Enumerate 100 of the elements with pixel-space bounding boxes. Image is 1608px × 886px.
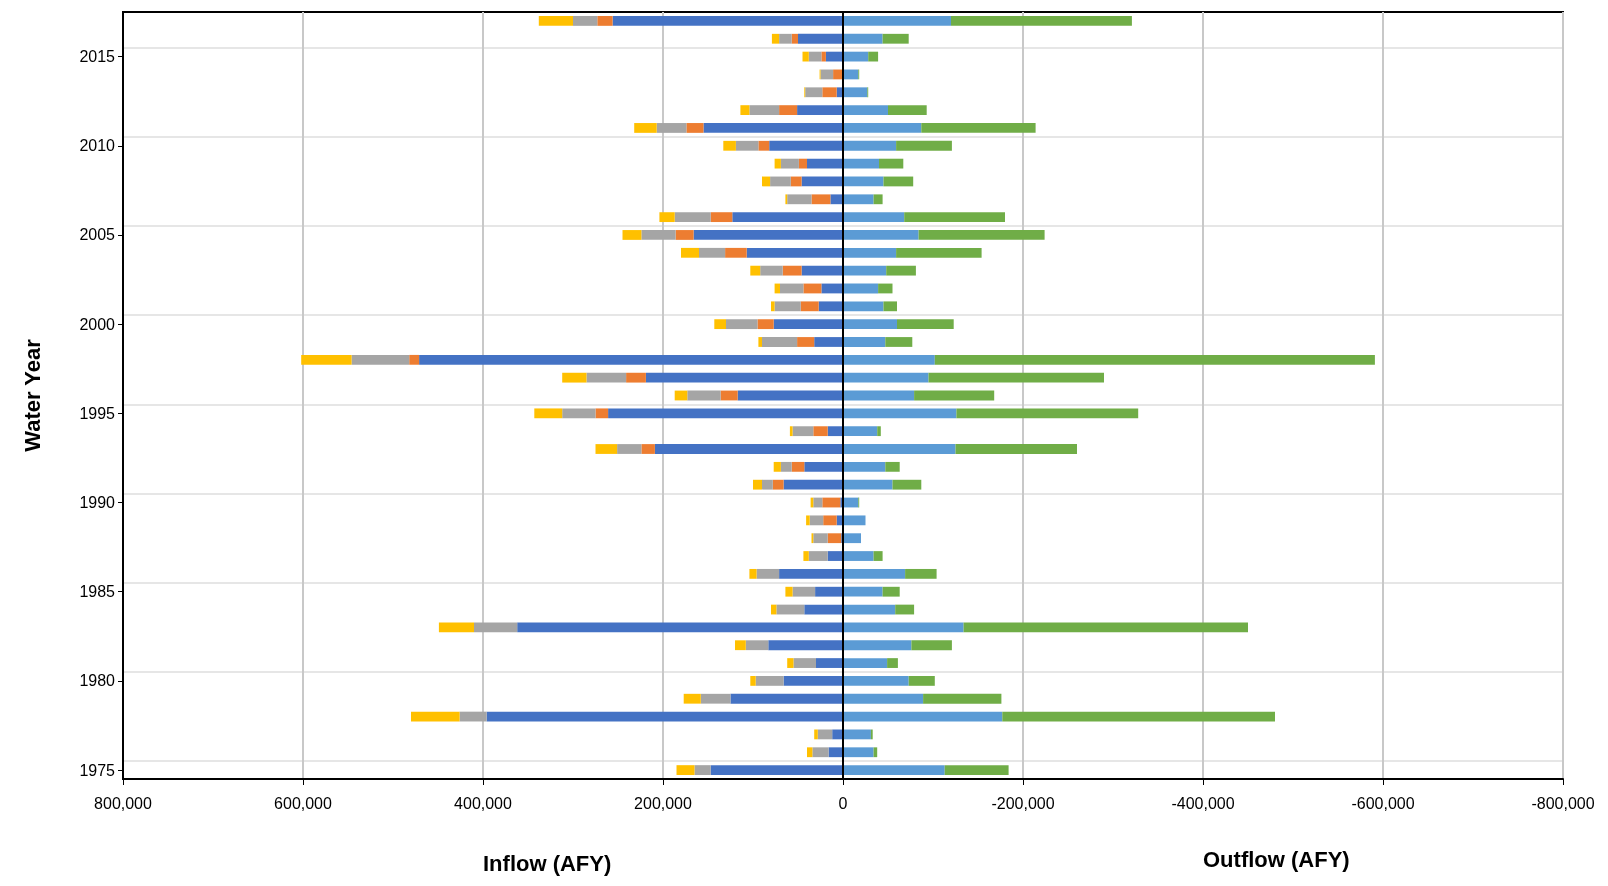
- bar: [843, 176, 884, 187]
- bar: [843, 354, 935, 365]
- bar: [918, 230, 1045, 240]
- bar: [828, 747, 843, 758]
- bar: [703, 123, 843, 133]
- bar: [714, 319, 726, 330]
- bar: [804, 461, 843, 472]
- bar: [474, 622, 518, 633]
- bar: [740, 105, 750, 116]
- bar: [812, 747, 829, 758]
- bar: [804, 604, 843, 615]
- bar: [908, 675, 935, 686]
- bar: [725, 247, 747, 258]
- bar: [745, 640, 769, 651]
- bar: [883, 176, 914, 187]
- bar: [843, 16, 951, 26]
- bar: [879, 158, 904, 169]
- bar: [877, 426, 881, 437]
- bar: [758, 140, 770, 151]
- bar: [868, 51, 879, 62]
- bar: [771, 301, 775, 312]
- bar: [699, 247, 726, 258]
- bar: [818, 301, 843, 312]
- bar: [459, 711, 487, 722]
- bar: [886, 265, 916, 276]
- bar: [823, 515, 837, 526]
- bar: [774, 158, 781, 169]
- bar: [843, 765, 945, 775]
- bar: [843, 372, 929, 383]
- bar: [792, 426, 814, 437]
- bar: [843, 675, 909, 686]
- bar: [843, 568, 906, 579]
- bar: [780, 283, 804, 294]
- bar: [675, 230, 694, 240]
- bar: [769, 140, 843, 151]
- bar: [791, 33, 798, 44]
- bar: [843, 622, 964, 633]
- bar: [774, 301, 801, 312]
- bar: [911, 640, 952, 651]
- x-tick-label: 200,000: [634, 794, 693, 812]
- bar: [750, 265, 761, 276]
- bar: [732, 212, 843, 223]
- bar: [934, 354, 1375, 365]
- bar: [843, 551, 874, 561]
- bar: [904, 212, 1005, 223]
- bar: [750, 675, 756, 686]
- bar: [843, 140, 897, 151]
- bar: [351, 354, 410, 365]
- bar: [762, 176, 771, 187]
- bar: [843, 301, 884, 312]
- bar: [882, 33, 909, 44]
- bar: [955, 444, 1077, 454]
- bar: [813, 497, 823, 508]
- bar: [758, 337, 762, 347]
- bar: [797, 105, 843, 116]
- bar: [790, 176, 802, 187]
- bar: [813, 426, 828, 437]
- y-tick-label: 1985: [79, 583, 116, 601]
- y-tick-label: 2005: [79, 226, 116, 244]
- bar: [659, 212, 675, 223]
- bar: [843, 390, 915, 401]
- x-tick-label: 0: [838, 794, 848, 812]
- y-tick-label: 2010: [79, 137, 116, 155]
- bar: [676, 765, 695, 775]
- bar: [963, 622, 1248, 633]
- bar: [792, 586, 816, 597]
- bar: [749, 568, 757, 579]
- bar: [807, 158, 843, 169]
- bar: [780, 461, 792, 472]
- bar: [843, 586, 883, 597]
- bar: [735, 140, 759, 151]
- bar: [896, 140, 952, 151]
- x-tick-label: -400,000: [1171, 794, 1235, 812]
- bar: [843, 461, 886, 472]
- bar: [419, 354, 843, 365]
- bar: [797, 337, 815, 347]
- bar: [843, 533, 861, 544]
- bar: [843, 711, 1003, 722]
- bar: [641, 444, 655, 454]
- bar: [843, 408, 957, 419]
- bar: [538, 16, 573, 26]
- bar: [755, 675, 784, 686]
- bar: [694, 765, 711, 775]
- bar: [634, 123, 657, 133]
- bar: [951, 16, 1132, 26]
- bar: [827, 551, 843, 561]
- bar: [803, 283, 822, 294]
- bar: [597, 16, 613, 26]
- bar: [573, 16, 598, 26]
- bar: [785, 586, 793, 597]
- bar: [409, 354, 420, 365]
- bar: [622, 230, 642, 240]
- bar: [923, 693, 1002, 704]
- bar: [700, 693, 731, 704]
- bar: [710, 765, 843, 775]
- bar: [843, 337, 886, 347]
- y-tick-label: 1995: [79, 404, 116, 422]
- bar: [656, 123, 687, 133]
- bar: [843, 247, 897, 258]
- bar: [843, 693, 924, 704]
